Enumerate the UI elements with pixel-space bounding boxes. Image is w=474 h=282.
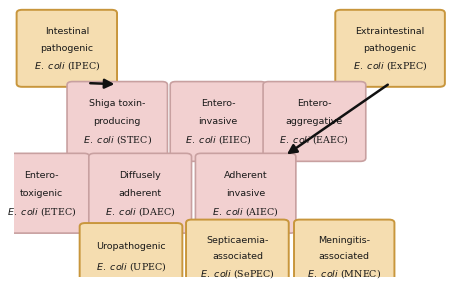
Text: Extraintestinal: Extraintestinal	[356, 27, 425, 36]
Text: producing: producing	[93, 117, 141, 126]
Text: $\mathit{E.\ coli}$ (DAEC): $\mathit{E.\ coli}$ (DAEC)	[105, 205, 175, 218]
Text: Entero-: Entero-	[297, 99, 332, 108]
FancyBboxPatch shape	[186, 220, 289, 282]
FancyBboxPatch shape	[263, 81, 366, 161]
Text: $\mathit{E.\ coli}$ (EAEC): $\mathit{E.\ coli}$ (EAEC)	[279, 133, 349, 146]
FancyBboxPatch shape	[89, 153, 191, 233]
FancyBboxPatch shape	[0, 153, 90, 233]
Text: aggregative: aggregative	[286, 117, 343, 126]
Text: pathogenic: pathogenic	[40, 44, 93, 53]
FancyBboxPatch shape	[67, 81, 167, 161]
Text: Shiga toxin-: Shiga toxin-	[89, 99, 146, 108]
Text: adherent: adherent	[118, 189, 162, 198]
Text: associated: associated	[319, 252, 370, 261]
Text: Diffusely: Diffusely	[119, 171, 161, 180]
Text: $\mathit{E.\ coli}$ (IPEC): $\mathit{E.\ coli}$ (IPEC)	[34, 59, 100, 72]
Text: Intestinal: Intestinal	[45, 27, 89, 36]
Text: Septicaemia-: Septicaemia-	[206, 236, 269, 245]
Text: toxigenic: toxigenic	[20, 189, 63, 198]
FancyBboxPatch shape	[17, 10, 117, 87]
Text: $\mathit{E.\ coli}$ (AIEC): $\mathit{E.\ coli}$ (AIEC)	[212, 205, 279, 218]
Text: $\mathit{E.\ coli}$ (ExPEC): $\mathit{E.\ coli}$ (ExPEC)	[353, 59, 428, 72]
Text: pathogenic: pathogenic	[364, 44, 417, 53]
FancyBboxPatch shape	[335, 10, 445, 87]
Text: invasive: invasive	[226, 189, 265, 198]
FancyBboxPatch shape	[195, 153, 296, 233]
Text: Adherent: Adherent	[224, 171, 267, 180]
Text: invasive: invasive	[199, 117, 238, 126]
FancyBboxPatch shape	[294, 220, 394, 282]
Text: $\mathit{E.\ coli}$ (UPEC): $\mathit{E.\ coli}$ (UPEC)	[96, 261, 166, 274]
Text: Uropathogenic: Uropathogenic	[96, 242, 166, 251]
Text: $\mathit{E.\ coli}$ (ETEC): $\mathit{E.\ coli}$ (ETEC)	[7, 205, 76, 218]
FancyBboxPatch shape	[170, 81, 266, 161]
Text: $\mathit{E.\ coli}$ (SePEC): $\mathit{E.\ coli}$ (SePEC)	[200, 267, 275, 280]
Text: Entero-: Entero-	[24, 171, 59, 180]
Text: $\mathit{E.\ coli}$ (EIEC): $\mathit{E.\ coli}$ (EIEC)	[185, 133, 252, 146]
Text: Meningitis-: Meningitis-	[318, 236, 370, 245]
Text: $\mathit{E.\ coli}$ (STEC): $\mathit{E.\ coli}$ (STEC)	[83, 133, 152, 146]
FancyBboxPatch shape	[80, 223, 182, 282]
Text: Entero-: Entero-	[201, 99, 236, 108]
Text: $\mathit{E.\ coli}$ (MNEC): $\mathit{E.\ coli}$ (MNEC)	[307, 267, 382, 280]
Text: associated: associated	[212, 252, 263, 261]
